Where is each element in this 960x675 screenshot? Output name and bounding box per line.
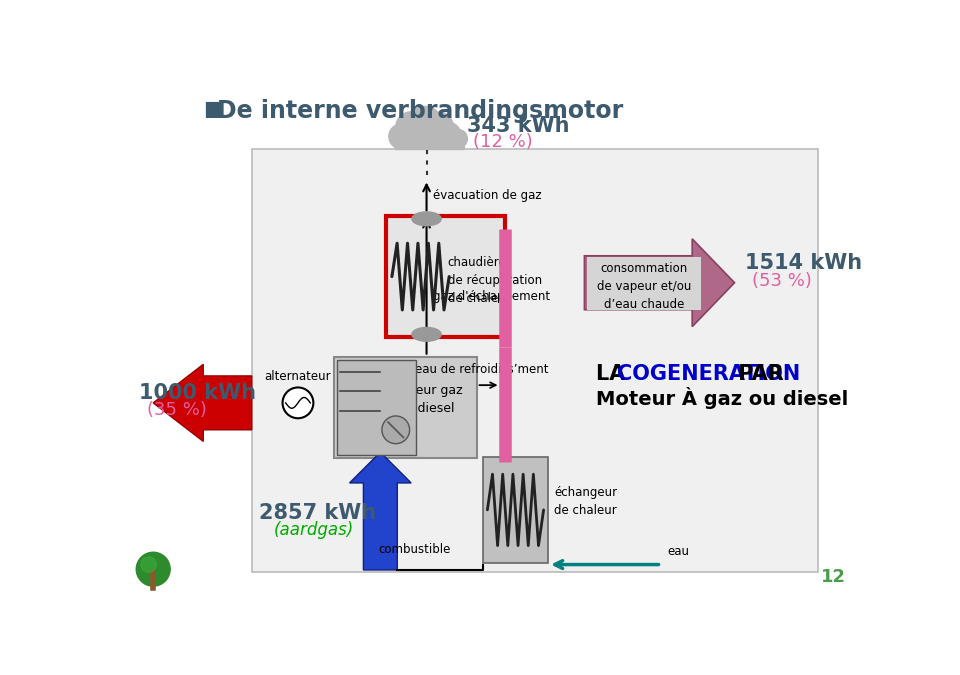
- Circle shape: [136, 552, 170, 586]
- Text: échangeur
de chaleur: échangeur de chaleur: [554, 486, 617, 517]
- Text: ■: ■: [204, 99, 223, 119]
- Text: moteur gaz
ou diesel: moteur gaz ou diesel: [391, 383, 463, 414]
- Ellipse shape: [412, 327, 442, 342]
- Text: 12: 12: [821, 568, 846, 586]
- Text: gaz d'échappement: gaz d'échappement: [433, 290, 550, 303]
- Text: combustible: combustible: [379, 543, 451, 556]
- Text: consommation
de vapeur et/ou
d’eau chaude: consommation de vapeur et/ou d’eau chaud…: [597, 262, 691, 311]
- Polygon shape: [585, 239, 734, 327]
- Text: (35 %): (35 %): [147, 402, 207, 419]
- FancyBboxPatch shape: [252, 148, 818, 572]
- Polygon shape: [349, 452, 411, 570]
- Text: (12 %): (12 %): [472, 134, 533, 151]
- Text: De interne verbrandingsmotor: De interne verbrandingsmotor: [217, 99, 623, 124]
- Text: 1000 kWh: 1000 kWh: [139, 383, 256, 403]
- Circle shape: [382, 416, 410, 443]
- Ellipse shape: [412, 212, 442, 225]
- FancyBboxPatch shape: [386, 216, 505, 338]
- Text: eau de refroidiss’ment: eau de refroidiss’ment: [415, 363, 548, 376]
- Text: 2857 kWh: 2857 kWh: [259, 503, 376, 523]
- Text: chaudière
de récupération
de chaleur: chaudière de récupération de chaleur: [447, 256, 542, 305]
- Circle shape: [396, 112, 426, 142]
- FancyBboxPatch shape: [337, 360, 416, 455]
- Circle shape: [282, 387, 313, 418]
- Text: 343 kWh: 343 kWh: [467, 116, 569, 136]
- Circle shape: [438, 123, 461, 146]
- Text: alternateur: alternateur: [265, 370, 331, 383]
- Text: LA: LA: [596, 364, 633, 384]
- Circle shape: [424, 113, 453, 142]
- Circle shape: [389, 124, 414, 148]
- Text: évacuation de gaz: évacuation de gaz: [433, 189, 541, 202]
- Text: eau: eau: [667, 545, 689, 558]
- Text: PAR: PAR: [731, 364, 783, 384]
- Text: Moteur À gaz ou diesel: Moteur À gaz ou diesel: [596, 387, 849, 410]
- FancyBboxPatch shape: [483, 457, 548, 563]
- FancyBboxPatch shape: [395, 136, 465, 150]
- Text: (53 %): (53 %): [753, 272, 812, 290]
- Circle shape: [449, 130, 468, 148]
- Text: COGENERATION: COGENERATION: [616, 364, 800, 384]
- Text: (aardgas): (aardgas): [274, 522, 353, 539]
- Circle shape: [141, 557, 156, 572]
- Text: 1514 kWh: 1514 kWh: [745, 254, 862, 273]
- Circle shape: [408, 107, 442, 140]
- Polygon shape: [154, 364, 252, 441]
- FancyBboxPatch shape: [587, 256, 702, 310]
- FancyBboxPatch shape: [334, 356, 476, 458]
